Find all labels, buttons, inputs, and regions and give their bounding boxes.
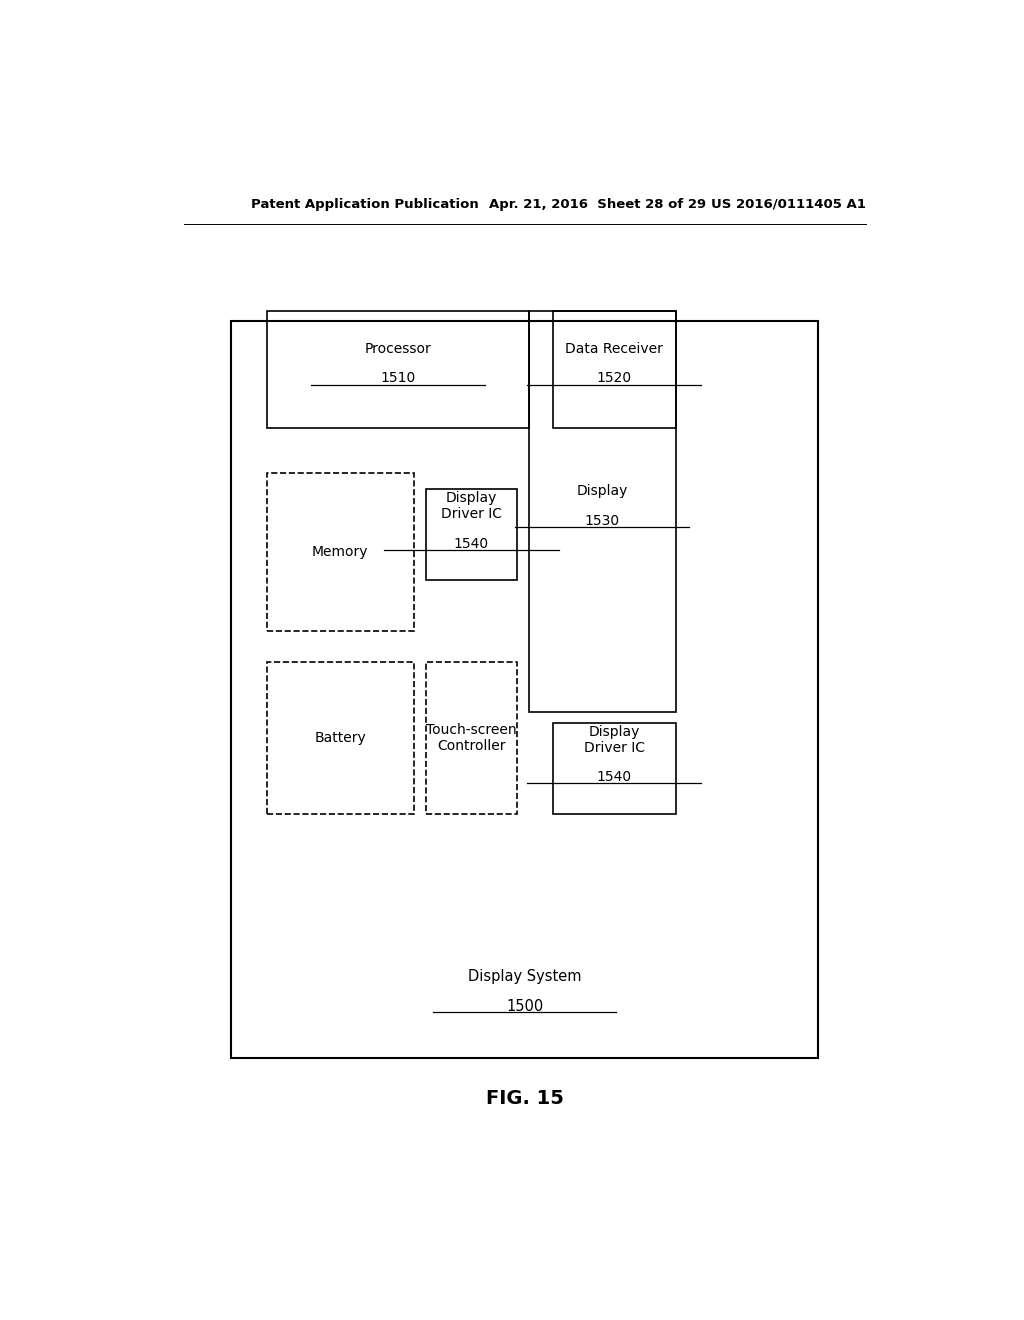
Text: Display
Driver IC: Display Driver IC [440,491,502,521]
Text: US 2016/0111405 A1: US 2016/0111405 A1 [712,198,866,211]
Text: 1500: 1500 [506,999,544,1014]
Text: Patent Application Publication: Patent Application Publication [251,198,479,211]
Text: Display System: Display System [468,969,582,983]
Text: 1510: 1510 [380,371,416,385]
Text: Data Receiver: Data Receiver [565,342,663,356]
Text: 1520: 1520 [597,371,632,385]
Text: 1530: 1530 [585,513,620,528]
Bar [231,321,818,1057]
Text: Battery: Battery [314,731,367,744]
Text: Apr. 21, 2016  Sheet 28 of 29: Apr. 21, 2016 Sheet 28 of 29 [489,198,707,211]
Bar [267,474,414,631]
Text: Processor: Processor [365,342,431,356]
Bar [528,312,676,713]
Bar [267,661,414,814]
Text: Touch-screen
Controller: Touch-screen Controller [426,722,516,752]
Bar [426,661,517,814]
Bar [267,312,528,428]
Text: 1540: 1540 [454,536,488,550]
Bar [553,722,676,814]
Text: Display
Driver IC: Display Driver IC [584,725,644,755]
Text: Display: Display [577,484,628,499]
Text: FIG. 15: FIG. 15 [485,1089,564,1107]
Text: Memory: Memory [312,545,369,560]
Bar [426,488,517,581]
Text: 1540: 1540 [597,771,632,784]
Bar [553,312,676,428]
